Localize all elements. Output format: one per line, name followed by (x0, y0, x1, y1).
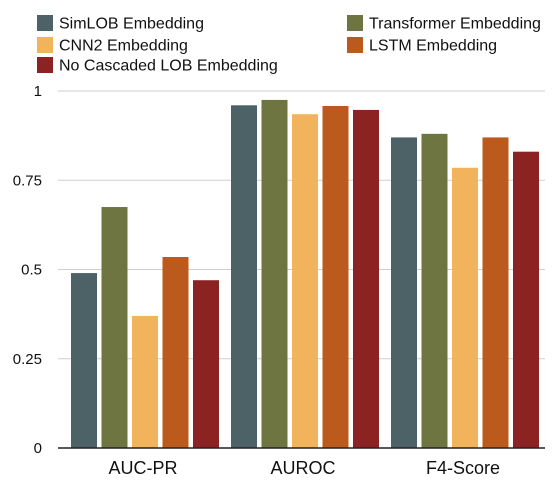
bar (421, 133, 448, 448)
legend: SimLOB Embedding Transformer Embedding CNN… (37, 15, 541, 75)
bar (482, 137, 509, 448)
bar (71, 273, 97, 448)
bar (162, 257, 189, 448)
x-category-label: F4-Score (426, 458, 500, 478)
bar (322, 105, 349, 448)
legend-label: LSTM Embedding (369, 38, 497, 55)
y-tick-label: 0.5 (21, 262, 42, 279)
y-tick-label: 1 (34, 83, 42, 100)
legend-swatch (37, 57, 53, 73)
legend-label: CNN2 Embedding (59, 38, 188, 55)
y-axis-tick-labels: 0 0.25 0.5 0.75 1 (13, 83, 42, 457)
y-tick-label: 0 (34, 440, 42, 457)
bar (513, 151, 539, 448)
bar (452, 167, 478, 448)
legend-label: Transformer Embedding (369, 16, 541, 33)
y-tick-label: 0.75 (13, 172, 42, 189)
legend-label: No Cascaded LOB Embedding (59, 58, 278, 75)
bar (101, 207, 128, 448)
bars (71, 99, 539, 449)
bar (292, 114, 318, 448)
legend-label: SimLOB Embedding (59, 16, 204, 33)
legend-swatch (347, 37, 363, 53)
bar (231, 105, 257, 448)
x-category-label: AUROC (270, 458, 335, 478)
y-tick-label: 0.25 (13, 351, 42, 368)
bar (193, 280, 219, 448)
x-axis-category-labels: AUC-PR AUROC F4-Score (108, 458, 500, 478)
bar (391, 137, 417, 448)
legend-swatch (37, 15, 53, 31)
legend-swatch (347, 15, 363, 31)
bar (353, 109, 379, 449)
legend-swatch (37, 37, 53, 53)
bar (261, 99, 288, 449)
bar (132, 315, 158, 448)
x-category-label: AUC-PR (108, 458, 177, 478)
